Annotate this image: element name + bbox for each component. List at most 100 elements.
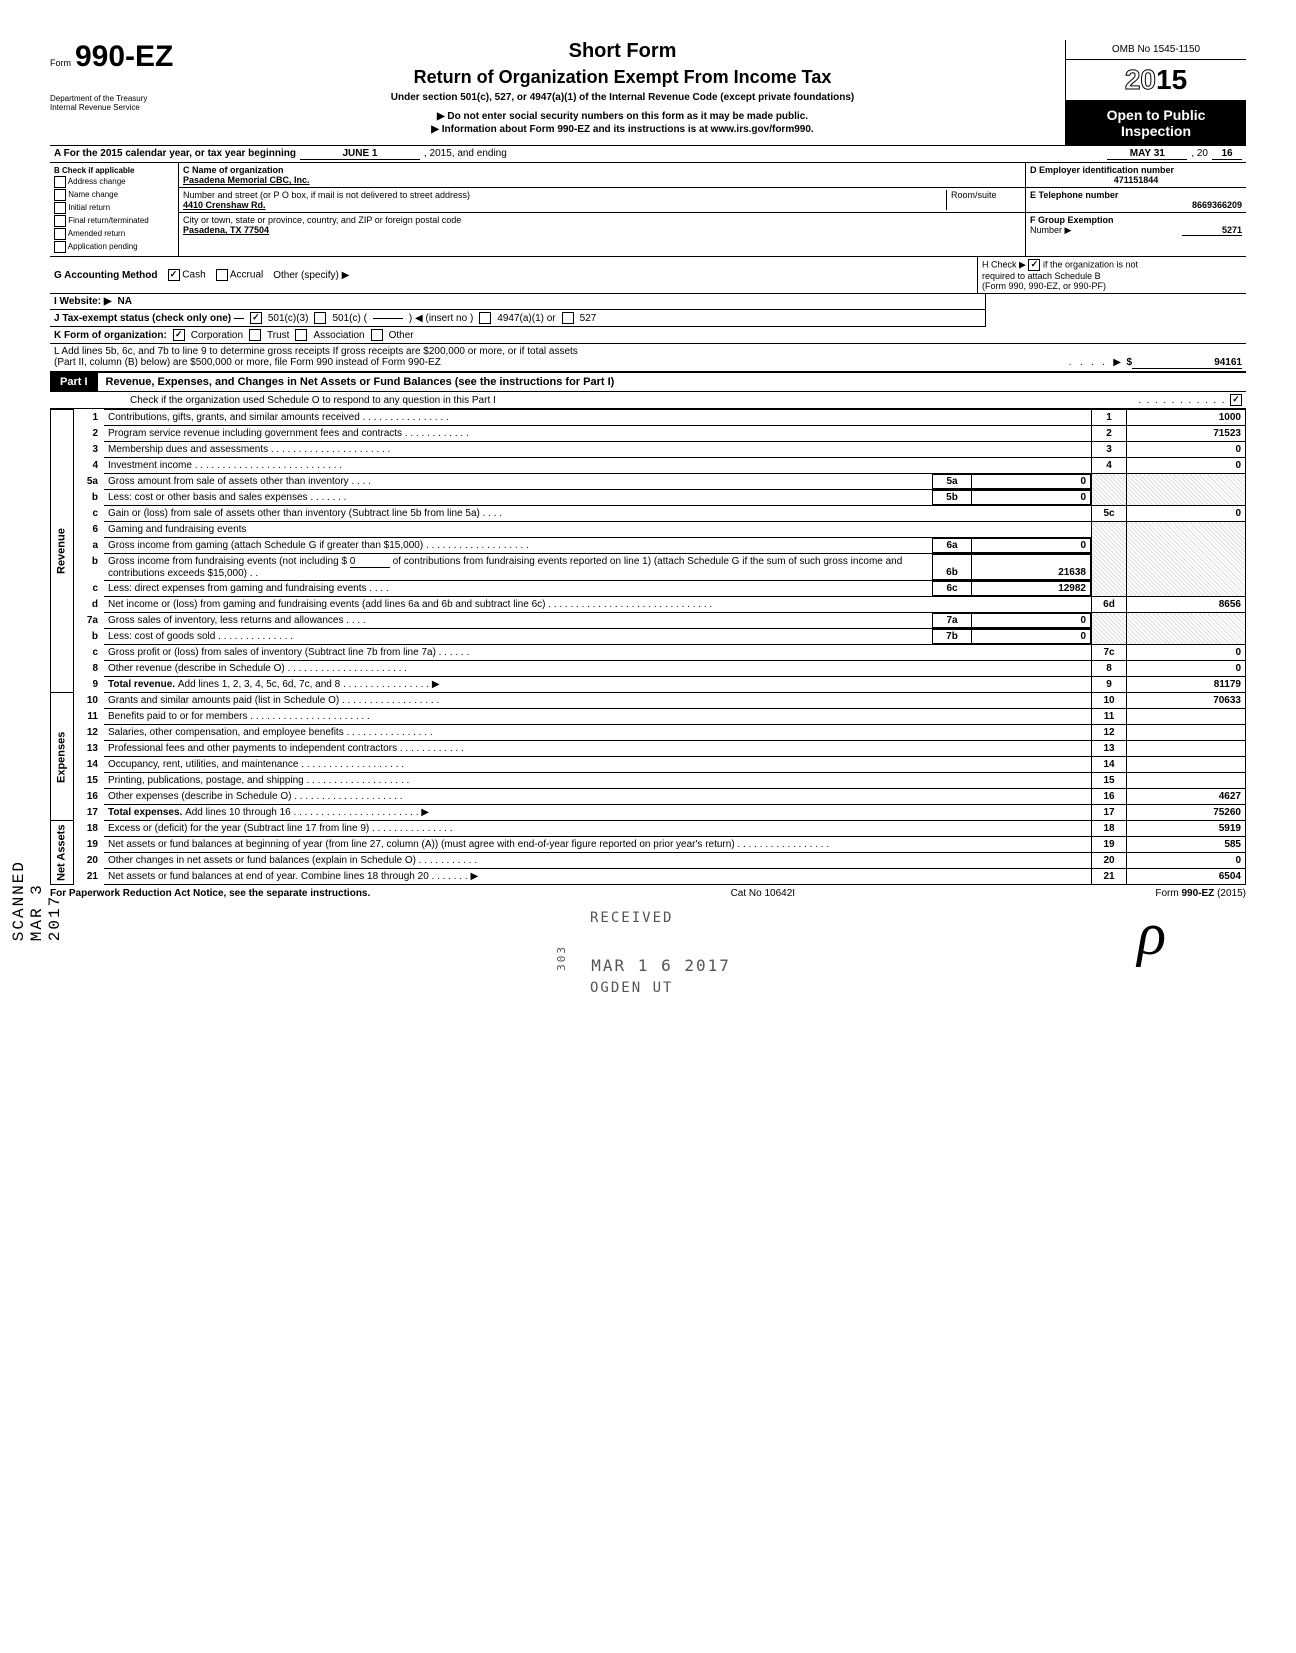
line-13-num: 13 [74,741,105,757]
cb-name[interactable] [54,189,66,201]
dept-treasury: Department of the Treasury [50,94,170,103]
cb-pending[interactable] [54,241,66,253]
line-9-val: 81179 [1127,677,1246,693]
lbl-accrual: Accrual [230,270,263,281]
row-a-label: A For the 2015 calendar year, or tax yea… [54,148,296,159]
org-name: Pasadena Memorial CBC, Inc. [183,175,1021,185]
line-2-num: 2 [74,426,105,442]
section-c: C Name of organization Pasadena Memorial… [179,163,1026,256]
line-6d-box: 6d [1092,597,1127,613]
form-page: SCANNED MAR 3 2017 Form 990-EZ Departmen… [50,40,1246,899]
subtitle-3: ▶ Information about Form 990-EZ and its … [190,124,1055,135]
line-7a-num: 7a [74,613,105,629]
line-3-num: 3 [74,442,105,458]
cb-corp[interactable]: ✓ [173,329,185,341]
line-18-val: 5919 [1127,821,1246,837]
line-6a-inner-val: 0 [972,539,1091,553]
stamp-303: 303 [555,945,568,971]
city-label: City or town, state or province, country… [183,215,1021,225]
line-12-desc: Salaries, other compensation, and employ… [108,727,344,738]
line-5a-desc: Gross amount from sale of assets other t… [108,476,349,487]
cb-4947[interactable] [479,312,491,324]
received-date-stamp: 303 MAR 1 6 2017 [555,945,731,975]
cb-other-org[interactable] [371,329,383,341]
cb-final[interactable] [54,215,66,227]
line-20-num: 20 [74,853,105,869]
line-13-desc: Professional fees and other payments to … [108,743,397,754]
received-stamp: RECEIVED [590,910,673,926]
line-9-box: 9 [1092,677,1127,693]
line-6d-desc: Net income or (loss) from gaming and fun… [108,599,545,610]
lbl-other-method: Other (specify) ▶ [273,270,349,281]
form-header: Form 990-EZ Department of the Treasury I… [50,40,1246,146]
row-g-label: G Accounting Method [54,270,158,281]
line-16-desc: Other expenses (describe in Schedule O) [108,791,291,802]
line-19-num: 19 [74,837,105,853]
line-6b-contrib: 0 [350,556,390,568]
line-5a-inner-label: 5a [933,475,972,489]
tax-year: 2015 [1066,60,1246,101]
ogden-stamp: OGDEN UT [590,980,673,996]
line-21-desc: Net assets or fund balances at end of ye… [108,871,429,882]
line-5a-num: 5a [74,474,105,490]
part-1-header: Part I Revenue, Expenses, and Changes in… [50,372,1246,392]
line-10-desc: Grants and similar amounts paid (list in… [108,695,339,706]
cb-amended[interactable] [54,228,66,240]
line-6b-inner-val: 21638 [972,555,1091,580]
cb-527[interactable] [562,312,574,324]
row-j-label: J Tax-exempt status (check only one) — [54,313,244,324]
line-13-val [1127,741,1246,757]
footer-right-pre: Form [1155,888,1181,899]
line-2-box: 2 [1092,426,1127,442]
line-7b-inner-val: 0 [972,630,1091,644]
line-21-box: 21 [1092,869,1127,885]
line-2-val: 71523 [1127,426,1246,442]
line-4-val: 0 [1127,458,1246,474]
line-1-desc: Contributions, gifts, grants, and simila… [108,412,360,423]
cb-501c[interactable] [314,312,326,324]
line-2-desc: Program service revenue including govern… [108,428,402,439]
year-end-month: MAY 31 [1107,148,1187,160]
footer-right-suf: (2015) [1214,888,1246,899]
cb-address[interactable] [54,176,66,188]
line-6a-num: a [74,538,105,554]
header-info-block: B Check if applicable Address change Nam… [50,163,1246,257]
line-7c-box: 7c [1092,645,1127,661]
footer-mid: Cat No 10642I [731,888,796,899]
lbl-insert-no: ) ◀ (insert no ) [409,313,473,324]
line-1-num: 1 [74,410,105,426]
row-l-2: (Part II, column (B) below) are $500,000… [54,357,441,368]
cb-trust[interactable] [249,329,261,341]
line-11-desc: Benefits paid to or for members [108,711,248,722]
part-1-title: Revenue, Expenses, and Changes in Net As… [98,376,615,388]
lbl-assoc: Association [313,330,364,341]
line-6-desc: Gaming and fundraising events [104,522,1092,538]
main-title: Return of Organization Exempt From Incom… [190,67,1055,88]
line-5b-num: b [74,490,105,506]
cb-accrual[interactable] [216,269,228,281]
cb-cash[interactable]: ✓ [168,269,180,281]
subtitle-1: Under section 501(c), 527, or 4947(a)(1)… [190,92,1055,103]
cb-501c3[interactable]: ✓ [250,312,262,324]
name-label: C Name of organization [183,165,1021,175]
cb-schedule-o[interactable]: ✓ [1230,394,1242,406]
cb-schedule-b[interactable]: ✓ [1028,259,1040,271]
revenue-label: Revenue [51,410,74,693]
lbl-4947: 4947(a)(1) or [497,313,555,324]
lbl-address-change: Address change [68,177,126,186]
line-14-desc: Occupancy, rent, utilities, and maintena… [108,759,298,770]
footer-right-bold: 990-EZ [1182,888,1215,899]
line-6b-inner-label: 6b [933,555,972,580]
grp-label: F Group Exemption [1030,215,1114,225]
dept-irs: Internal Revenue Service [50,103,170,112]
line-20-val: 0 [1127,853,1246,869]
line-6a-inner-label: 6a [933,539,972,553]
cb-assoc[interactable] [295,329,307,341]
expenses-label: Expenses [51,693,74,821]
cb-initial[interactable] [54,202,66,214]
line-5b-inner-val: 0 [972,491,1091,505]
line-12-val [1127,725,1246,741]
line-19-box: 19 [1092,837,1127,853]
grp-value: 5271 [1182,225,1242,236]
line-8-val: 0 [1127,661,1246,677]
